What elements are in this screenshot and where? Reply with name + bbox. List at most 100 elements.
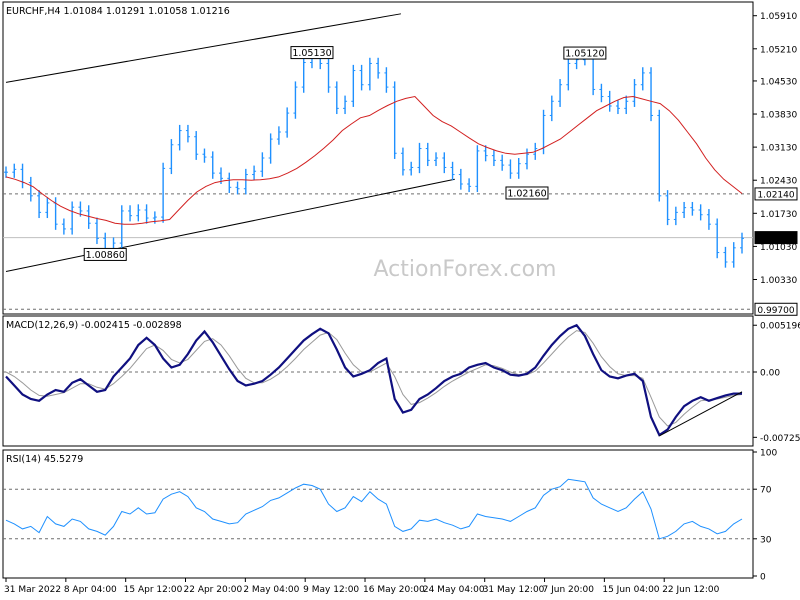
price-bar — [202, 148, 207, 163]
xtick-label: 15 Apr 12:00 — [124, 585, 183, 595]
price-bar — [260, 152, 265, 177]
price-bar — [144, 204, 149, 224]
price-ytick-label: 1.02430 — [760, 177, 797, 187]
price-bar — [119, 205, 124, 249]
macd-ytick-label: 0.00 — [760, 369, 780, 379]
price-bar — [649, 67, 654, 122]
price-bar — [524, 148, 529, 170]
price-levels — [3, 193, 753, 310]
price-ytick-label: 1.05210 — [760, 45, 797, 55]
price-bar — [185, 124, 190, 143]
rsi-header: RSI(14) 45.5279 — [6, 454, 83, 465]
rsi-line — [5, 478, 743, 540]
xtick-label: 24 May 04:00 — [423, 585, 485, 595]
channel-upper-line — [5, 13, 402, 83]
macd-pane-frame — [2, 315, 754, 447]
rsi-ytick-label: 0 — [760, 573, 766, 583]
xtick-label: 7 Jun 20:00 — [543, 585, 595, 595]
level-box-0 — [754, 187, 798, 201]
time-x-axis: 31 Mar 2022 8 Apr 04:00 15 Apr 12:00 22 Apr… — [4, 578, 720, 595]
annotation-box-3 — [563, 46, 607, 60]
price-ytick-label: 1.05910 — [760, 12, 797, 22]
price-bar — [376, 57, 381, 79]
price-bar — [665, 190, 670, 226]
level-box-1 — [754, 231, 798, 245]
trend-channel — [5, 13, 455, 272]
macd-pane: MACD(12,26,9) -0.002415 -0.002898 0.0051… — [2, 315, 800, 447]
price-ytick-label: 1.00330 — [760, 276, 797, 286]
xtick-label: 22 Jun 12:00 — [662, 585, 719, 595]
price-bar — [86, 205, 91, 229]
price-bar — [640, 67, 645, 91]
price-bar — [442, 152, 447, 174]
annotation-label-1: 1.05130 — [292, 48, 331, 59]
watermark: ActionForex.com — [374, 257, 557, 282]
rsi-levels — [3, 488, 753, 540]
price-bar — [715, 218, 720, 259]
price-bar — [409, 161, 414, 176]
price-y-axis: 1.05910 1.05210 1.04530 1.03830 1.03130 1.024… — [753, 12, 798, 316]
price-ytick-label: 1.03130 — [760, 144, 797, 154]
level-box-2 — [754, 302, 798, 316]
xtick-label: 31 Mar 2022 — [4, 585, 61, 595]
price-bar — [417, 142, 422, 174]
annotation-box-1 — [290, 46, 334, 60]
price-bar — [293, 81, 298, 119]
price-bar — [392, 81, 397, 159]
price-bar — [384, 67, 389, 93]
price-bar — [351, 64, 356, 107]
price-bar — [367, 57, 372, 91]
price-bar — [500, 154, 505, 171]
price-ytick-label: 1.01730 — [760, 210, 797, 220]
macd-line — [5, 323, 742, 437]
price-bar — [177, 124, 182, 151]
xtick-label: 9 May 12:00 — [303, 585, 359, 595]
price-bar — [740, 232, 744, 254]
price-bar — [599, 83, 604, 103]
rsi-ytick-label: 70 — [760, 486, 772, 496]
price-bar — [252, 165, 257, 181]
xtick-label: 31 May 12:00 — [483, 585, 545, 595]
price-bar — [657, 109, 662, 202]
price-bar — [128, 205, 133, 222]
price-bar — [458, 168, 463, 190]
price-bar — [227, 172, 232, 193]
channel-lower-line — [5, 178, 455, 272]
price-bar — [475, 145, 480, 193]
price-bar — [450, 161, 455, 181]
price-bar — [425, 142, 430, 167]
price-pane-frame — [2, 1, 754, 315]
xtick-label: 22 Apr 20:00 — [184, 585, 243, 595]
price-bar — [566, 57, 571, 91]
price-bar — [359, 64, 364, 91]
price-bar — [400, 147, 405, 176]
price-bar — [483, 145, 488, 162]
xtick-label: 2 May 04:00 — [243, 585, 299, 595]
price-bar — [4, 166, 8, 178]
annotation-box-0 — [83, 247, 127, 261]
price-bar — [235, 181, 240, 195]
price-bar — [12, 163, 17, 178]
price-bar — [326, 57, 331, 93]
moving-average-line — [5, 95, 743, 225]
price-bar — [210, 151, 215, 179]
price-bar — [243, 168, 248, 195]
rsi-y-axis: 100 70 30 0 — [753, 449, 777, 583]
price-bar — [268, 133, 273, 164]
price-bar — [301, 56, 306, 93]
price-bar — [161, 162, 166, 223]
rsi-ytick-label: 30 — [760, 535, 772, 545]
macd-header: MACD(12,26,9) -0.002415 -0.002898 — [6, 320, 182, 331]
price-bar — [508, 159, 513, 179]
level-label-0: 1.02140 — [757, 190, 794, 200]
price-bar — [673, 206, 678, 226]
xtick-label: 8 Apr 04:00 — [64, 585, 117, 595]
price-bar — [276, 126, 281, 145]
price-ytick-label: 1.03830 — [760, 111, 797, 121]
annotation-label-3: 1.05120 — [565, 49, 604, 60]
price-bar — [690, 201, 695, 216]
price-bar — [285, 107, 290, 138]
macd-ytick-label: -0.007259 — [760, 434, 800, 444]
price-bar — [491, 149, 496, 167]
